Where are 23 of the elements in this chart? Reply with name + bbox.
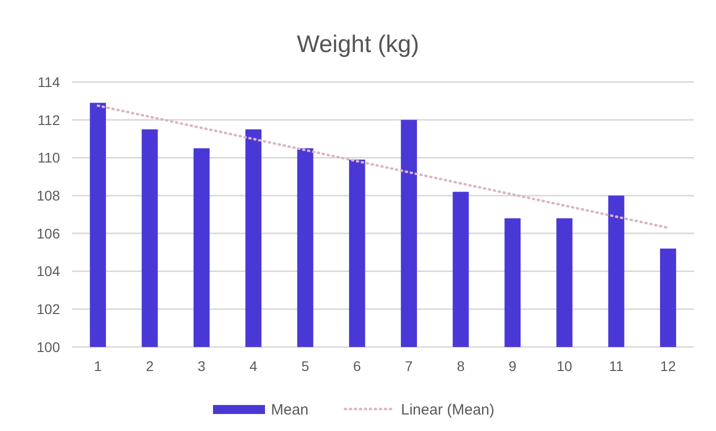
x-tick-label: 8 bbox=[456, 358, 465, 374]
x-tick-label: 4 bbox=[250, 358, 258, 374]
y-tick-label: 100 bbox=[36, 338, 60, 355]
x-tick-label: 10 bbox=[556, 358, 572, 374]
x-tick-label: 7 bbox=[405, 358, 414, 374]
y-tick-label: 108 bbox=[36, 187, 60, 204]
x-tick-label: 9 bbox=[508, 358, 517, 374]
x-tick-label: 12 bbox=[660, 358, 676, 374]
x-tick-label: 5 bbox=[301, 358, 310, 374]
y-tick-label: 110 bbox=[38, 150, 60, 166]
x-tick-label: 3 bbox=[198, 358, 206, 374]
x-tick-label: 2 bbox=[146, 358, 154, 374]
legend-label: Linear (Mean) bbox=[401, 401, 494, 418]
y-tick-label: 106 bbox=[36, 225, 60, 242]
x-tick-label: 6 bbox=[353, 358, 362, 374]
y-tick-label: 102 bbox=[36, 301, 60, 318]
x-tick-label: 1 bbox=[94, 358, 102, 374]
x-tick-label: 11 bbox=[608, 358, 624, 374]
y-tick-label: 104 bbox=[36, 263, 60, 280]
y-tick-label: 114 bbox=[38, 74, 60, 90]
y-tick-label: 112 bbox=[38, 112, 60, 128]
chart-title: Weight (kg) bbox=[296, 31, 420, 58]
legend-label: Mean bbox=[271, 401, 309, 418]
